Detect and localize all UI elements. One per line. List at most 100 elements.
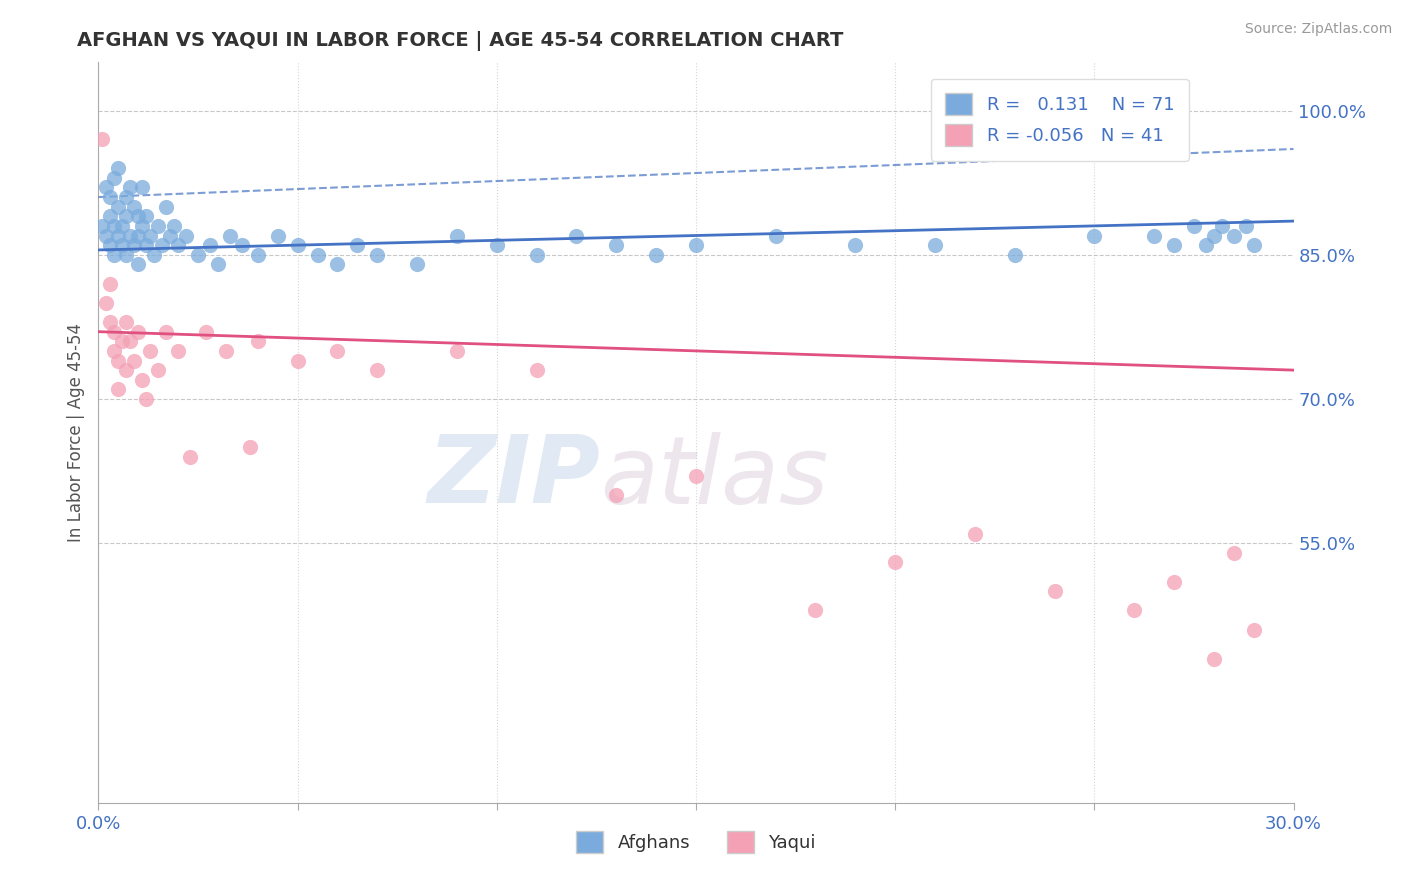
Point — [1223, 228, 1246, 243]
Point — [124, 353, 146, 368]
Point — [1163, 238, 1185, 252]
Point — [96, 228, 118, 243]
Point — [127, 325, 149, 339]
Point — [287, 353, 309, 368]
Point — [219, 228, 242, 243]
Point — [111, 238, 134, 252]
Point — [326, 343, 349, 358]
Point — [605, 238, 627, 252]
Point — [1043, 584, 1066, 599]
Point — [406, 257, 429, 271]
Point — [804, 603, 827, 617]
Point — [107, 353, 129, 368]
Point — [150, 238, 173, 252]
Point — [107, 200, 129, 214]
Point — [1182, 219, 1205, 233]
Point — [1243, 238, 1265, 252]
Point — [135, 238, 157, 252]
Point — [124, 238, 146, 252]
Point — [446, 228, 468, 243]
Point — [1163, 574, 1185, 589]
Point — [127, 257, 149, 271]
Point — [526, 363, 548, 377]
Text: atlas: atlas — [600, 432, 828, 523]
Point — [115, 315, 138, 329]
Point — [120, 334, 142, 349]
Point — [98, 190, 122, 204]
Point — [239, 440, 262, 454]
Point — [115, 248, 138, 262]
Point — [446, 343, 468, 358]
Point — [215, 343, 238, 358]
Point — [91, 132, 114, 146]
Point — [148, 363, 170, 377]
Point — [115, 363, 138, 377]
Point — [115, 209, 138, 223]
Point — [111, 219, 134, 233]
Point — [1195, 238, 1218, 252]
Point — [1211, 219, 1233, 233]
Point — [98, 315, 122, 329]
Point — [1123, 603, 1146, 617]
Point — [765, 228, 787, 243]
Point — [326, 257, 349, 271]
Point — [127, 228, 149, 243]
Text: ZIP: ZIP — [427, 431, 600, 523]
Point — [135, 209, 157, 223]
Point — [96, 295, 118, 310]
Point — [124, 200, 146, 214]
Point — [139, 343, 162, 358]
Point — [174, 228, 197, 243]
Text: Source: ZipAtlas.com: Source: ZipAtlas.com — [1244, 22, 1392, 37]
Point — [135, 392, 157, 406]
Point — [179, 450, 201, 464]
Point — [139, 228, 162, 243]
Point — [366, 363, 388, 377]
Point — [924, 238, 946, 252]
Point — [159, 228, 181, 243]
Point — [98, 277, 122, 291]
Point — [1234, 219, 1257, 233]
Point — [103, 343, 125, 358]
Point — [120, 228, 142, 243]
Point — [98, 209, 122, 223]
Point — [143, 248, 166, 262]
Point — [107, 228, 129, 243]
Point — [565, 228, 588, 243]
Point — [231, 238, 253, 252]
Point — [1004, 248, 1026, 262]
Point — [645, 248, 668, 262]
Point — [107, 161, 129, 176]
Point — [246, 248, 269, 262]
Point — [155, 200, 177, 214]
Point — [91, 219, 114, 233]
Point — [167, 238, 190, 252]
Point — [246, 334, 269, 349]
Point — [287, 238, 309, 252]
Point — [155, 325, 177, 339]
Point — [844, 238, 866, 252]
Point — [307, 248, 329, 262]
Point — [884, 556, 907, 570]
Point — [1223, 546, 1246, 560]
Point — [605, 488, 627, 502]
Point — [346, 238, 368, 252]
Point — [1202, 651, 1225, 665]
Point — [131, 219, 153, 233]
Y-axis label: In Labor Force | Age 45-54: In Labor Force | Age 45-54 — [66, 323, 84, 542]
Point — [1202, 228, 1225, 243]
Point — [207, 257, 229, 271]
Point — [148, 219, 170, 233]
Point — [103, 325, 125, 339]
Legend: Afghans, Yaqui: Afghans, Yaqui — [569, 824, 823, 861]
Point — [120, 180, 142, 194]
Point — [131, 373, 153, 387]
Point — [103, 219, 125, 233]
Point — [1143, 228, 1166, 243]
Point — [267, 228, 290, 243]
Point — [115, 190, 138, 204]
Point — [96, 180, 118, 194]
Point — [131, 180, 153, 194]
Point — [198, 238, 221, 252]
Point — [485, 238, 508, 252]
